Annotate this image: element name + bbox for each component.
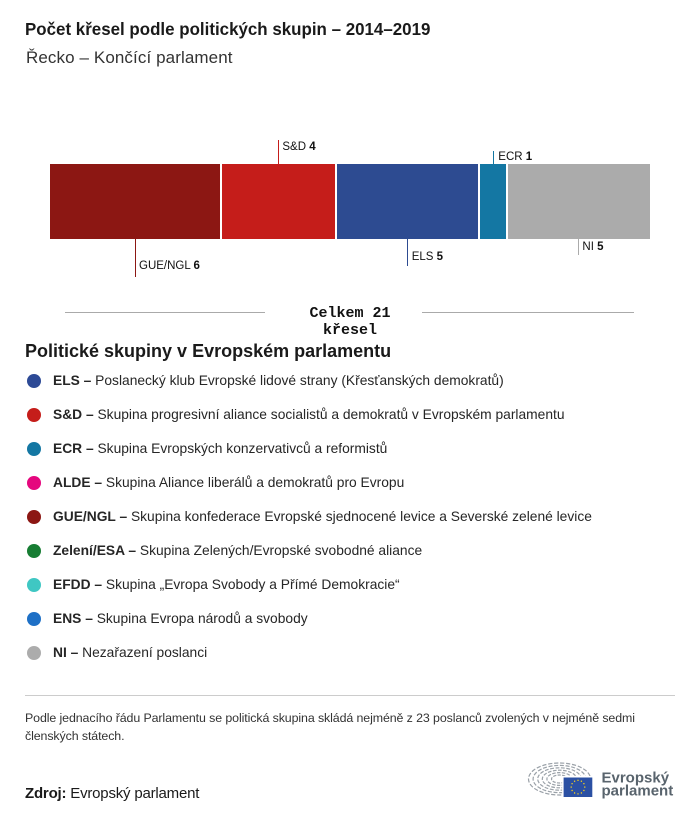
svg-text:parlament: parlament	[602, 782, 674, 799]
svg-text:Evropský: Evropský	[602, 770, 670, 787]
